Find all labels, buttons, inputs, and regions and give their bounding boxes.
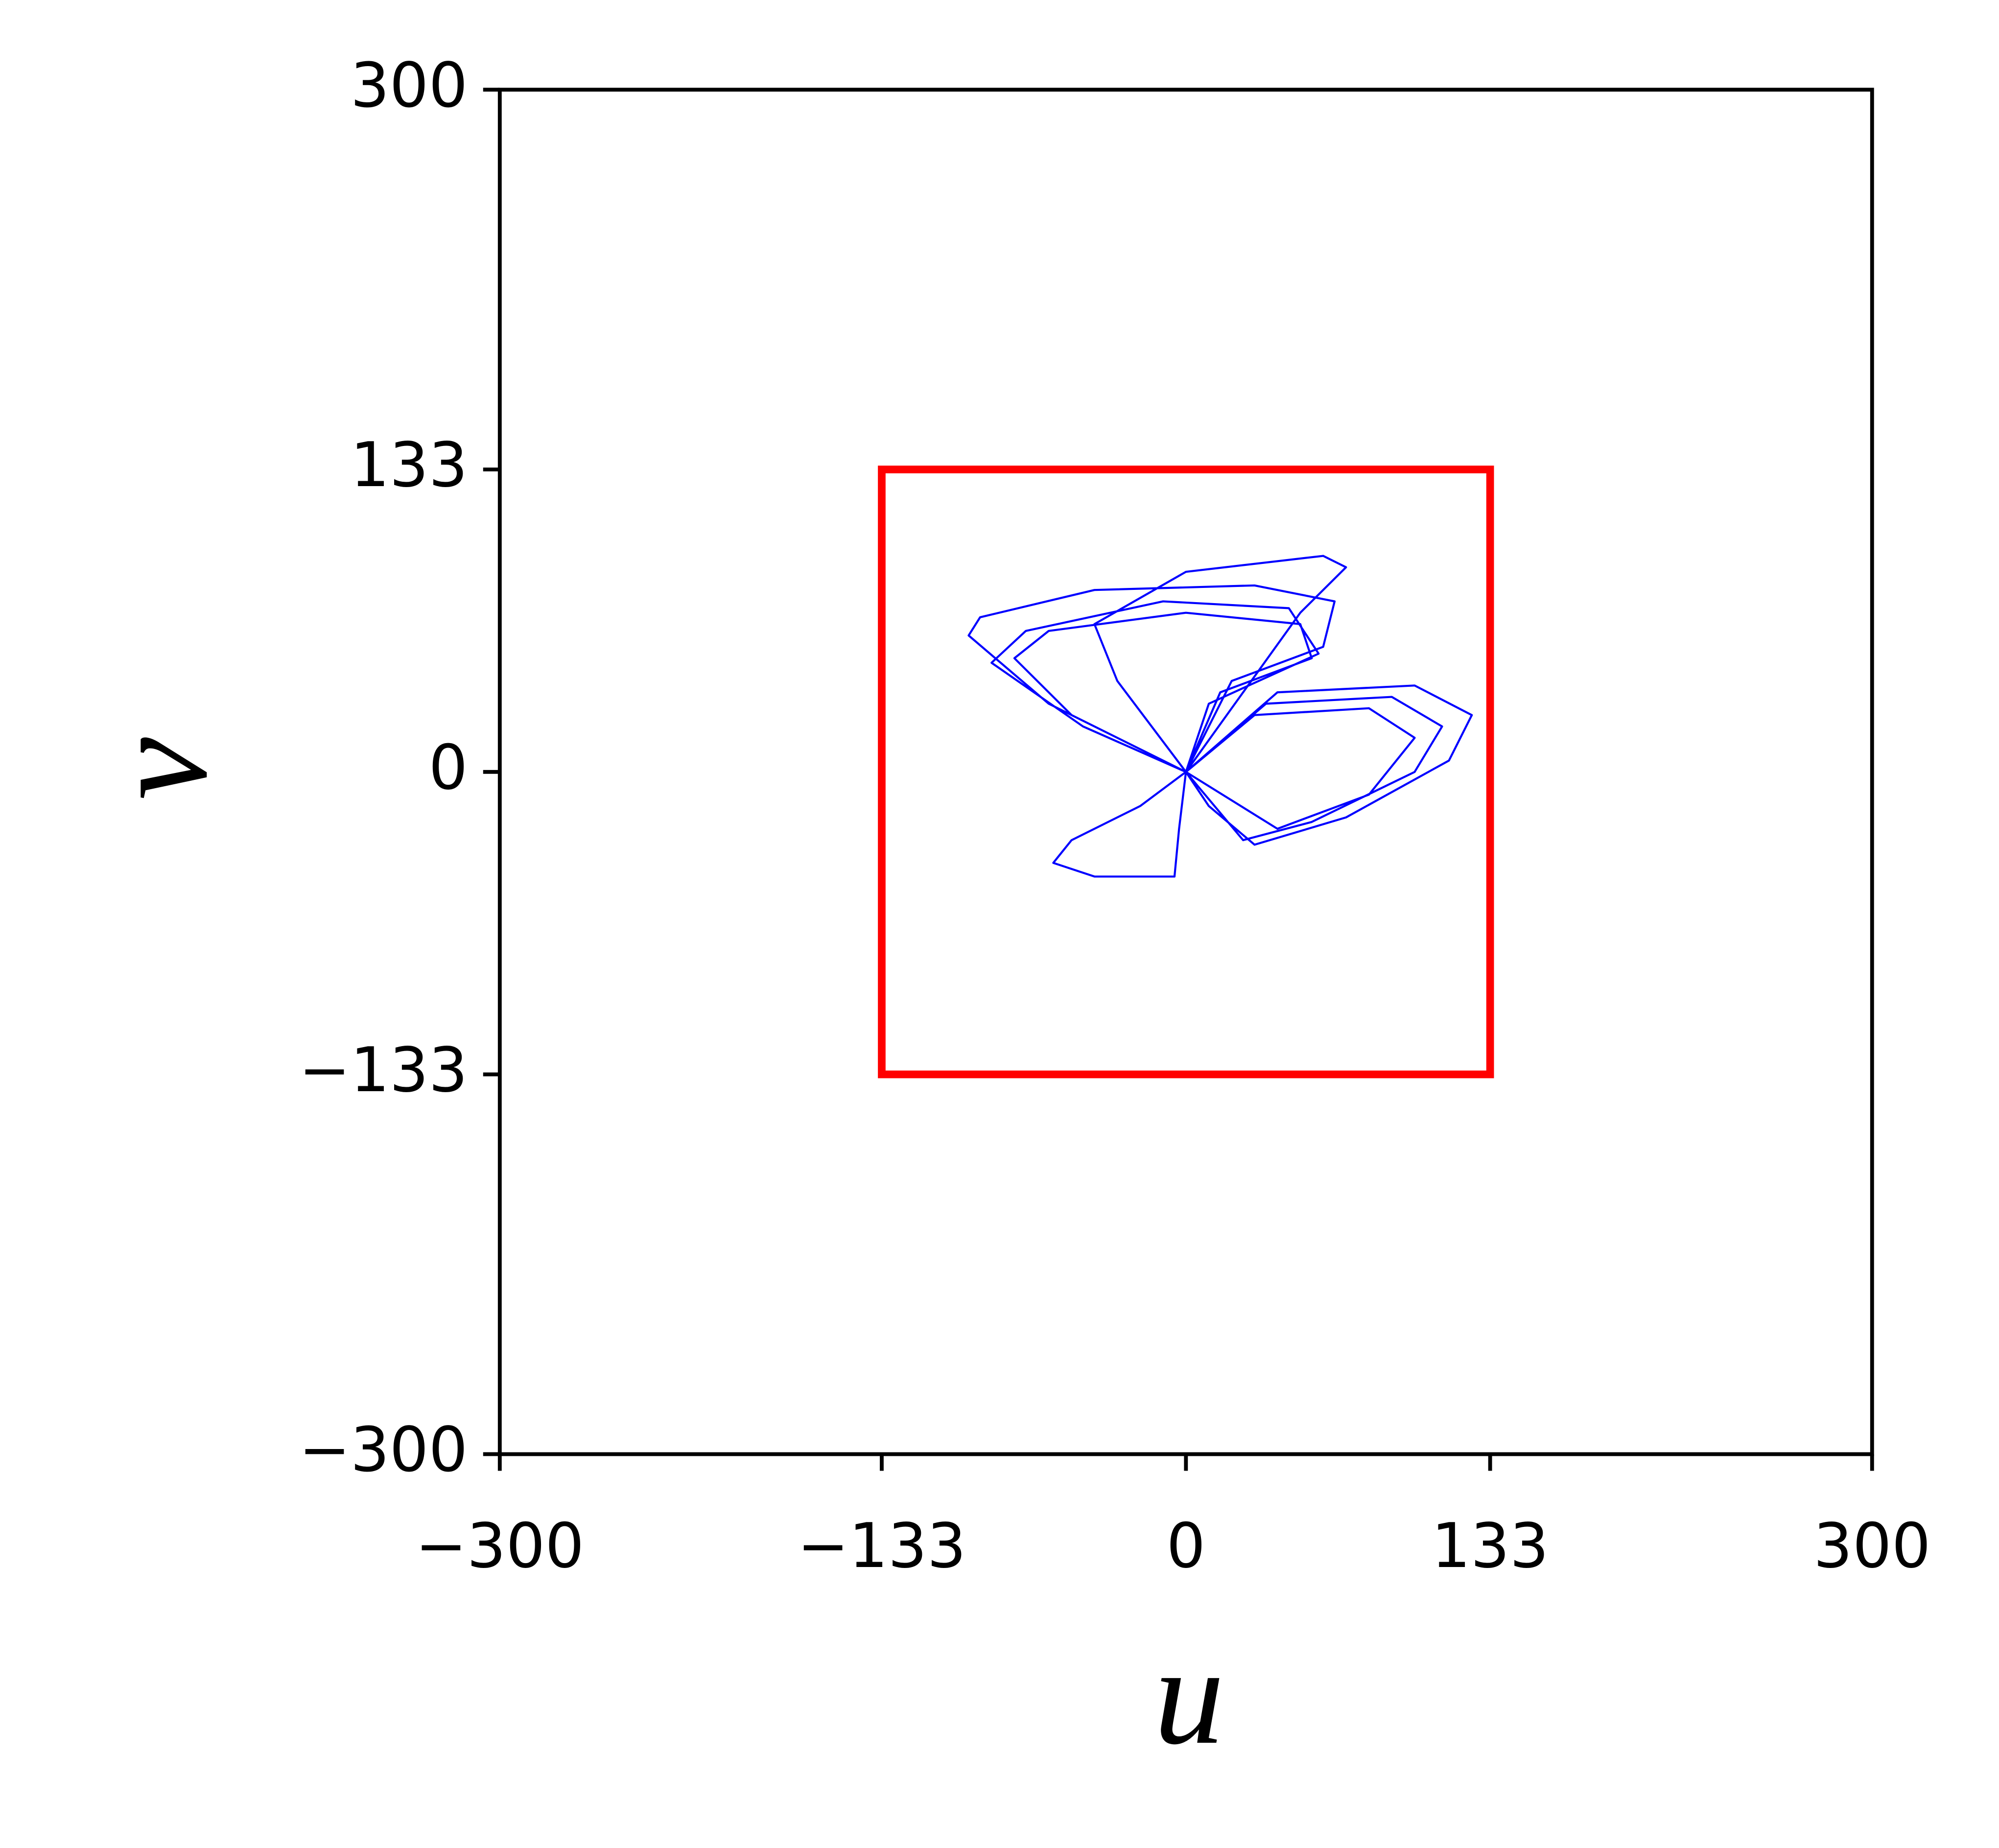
y-tick-label: 0 bbox=[428, 731, 468, 803]
trajectory bbox=[967, 555, 1473, 878]
x-axis-label: u bbox=[1154, 1617, 1224, 1774]
y-tick-label: 133 bbox=[351, 429, 468, 501]
y-tick-label: 300 bbox=[351, 49, 468, 121]
y-tick-label: −133 bbox=[299, 1034, 468, 1106]
x-tick-label: 133 bbox=[1432, 1510, 1549, 1582]
region-box bbox=[878, 466, 1494, 1078]
y-axis-label: v bbox=[80, 736, 236, 800]
x-tick-label: 300 bbox=[1813, 1510, 1931, 1582]
x-tick-label: 0 bbox=[1166, 1510, 1205, 1582]
x-tick-label: −300 bbox=[415, 1510, 584, 1582]
x-tick-label: −133 bbox=[797, 1510, 966, 1582]
y-tick-label: −300 bbox=[299, 1414, 468, 1486]
